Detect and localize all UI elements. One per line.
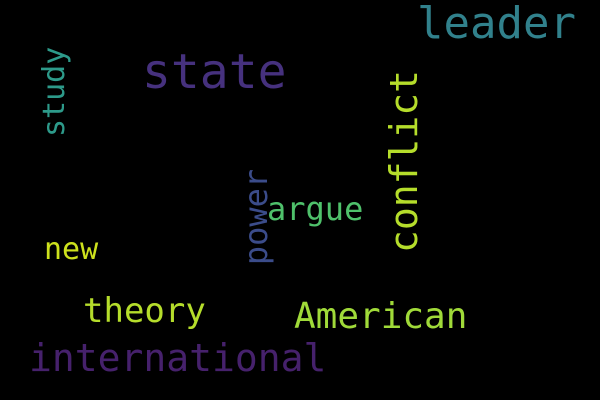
word-american: American — [294, 296, 468, 337]
word-theory: theory — [83, 291, 206, 331]
word-state: state — [142, 44, 287, 100]
word-new: new — [44, 232, 99, 267]
word-study: study — [37, 46, 72, 137]
word-leader: leader — [417, 0, 576, 49]
word-conflict: conflict — [382, 69, 426, 253]
word-argue: argue — [267, 190, 364, 228]
word-power: power — [237, 168, 275, 266]
word-international: international — [29, 336, 327, 380]
